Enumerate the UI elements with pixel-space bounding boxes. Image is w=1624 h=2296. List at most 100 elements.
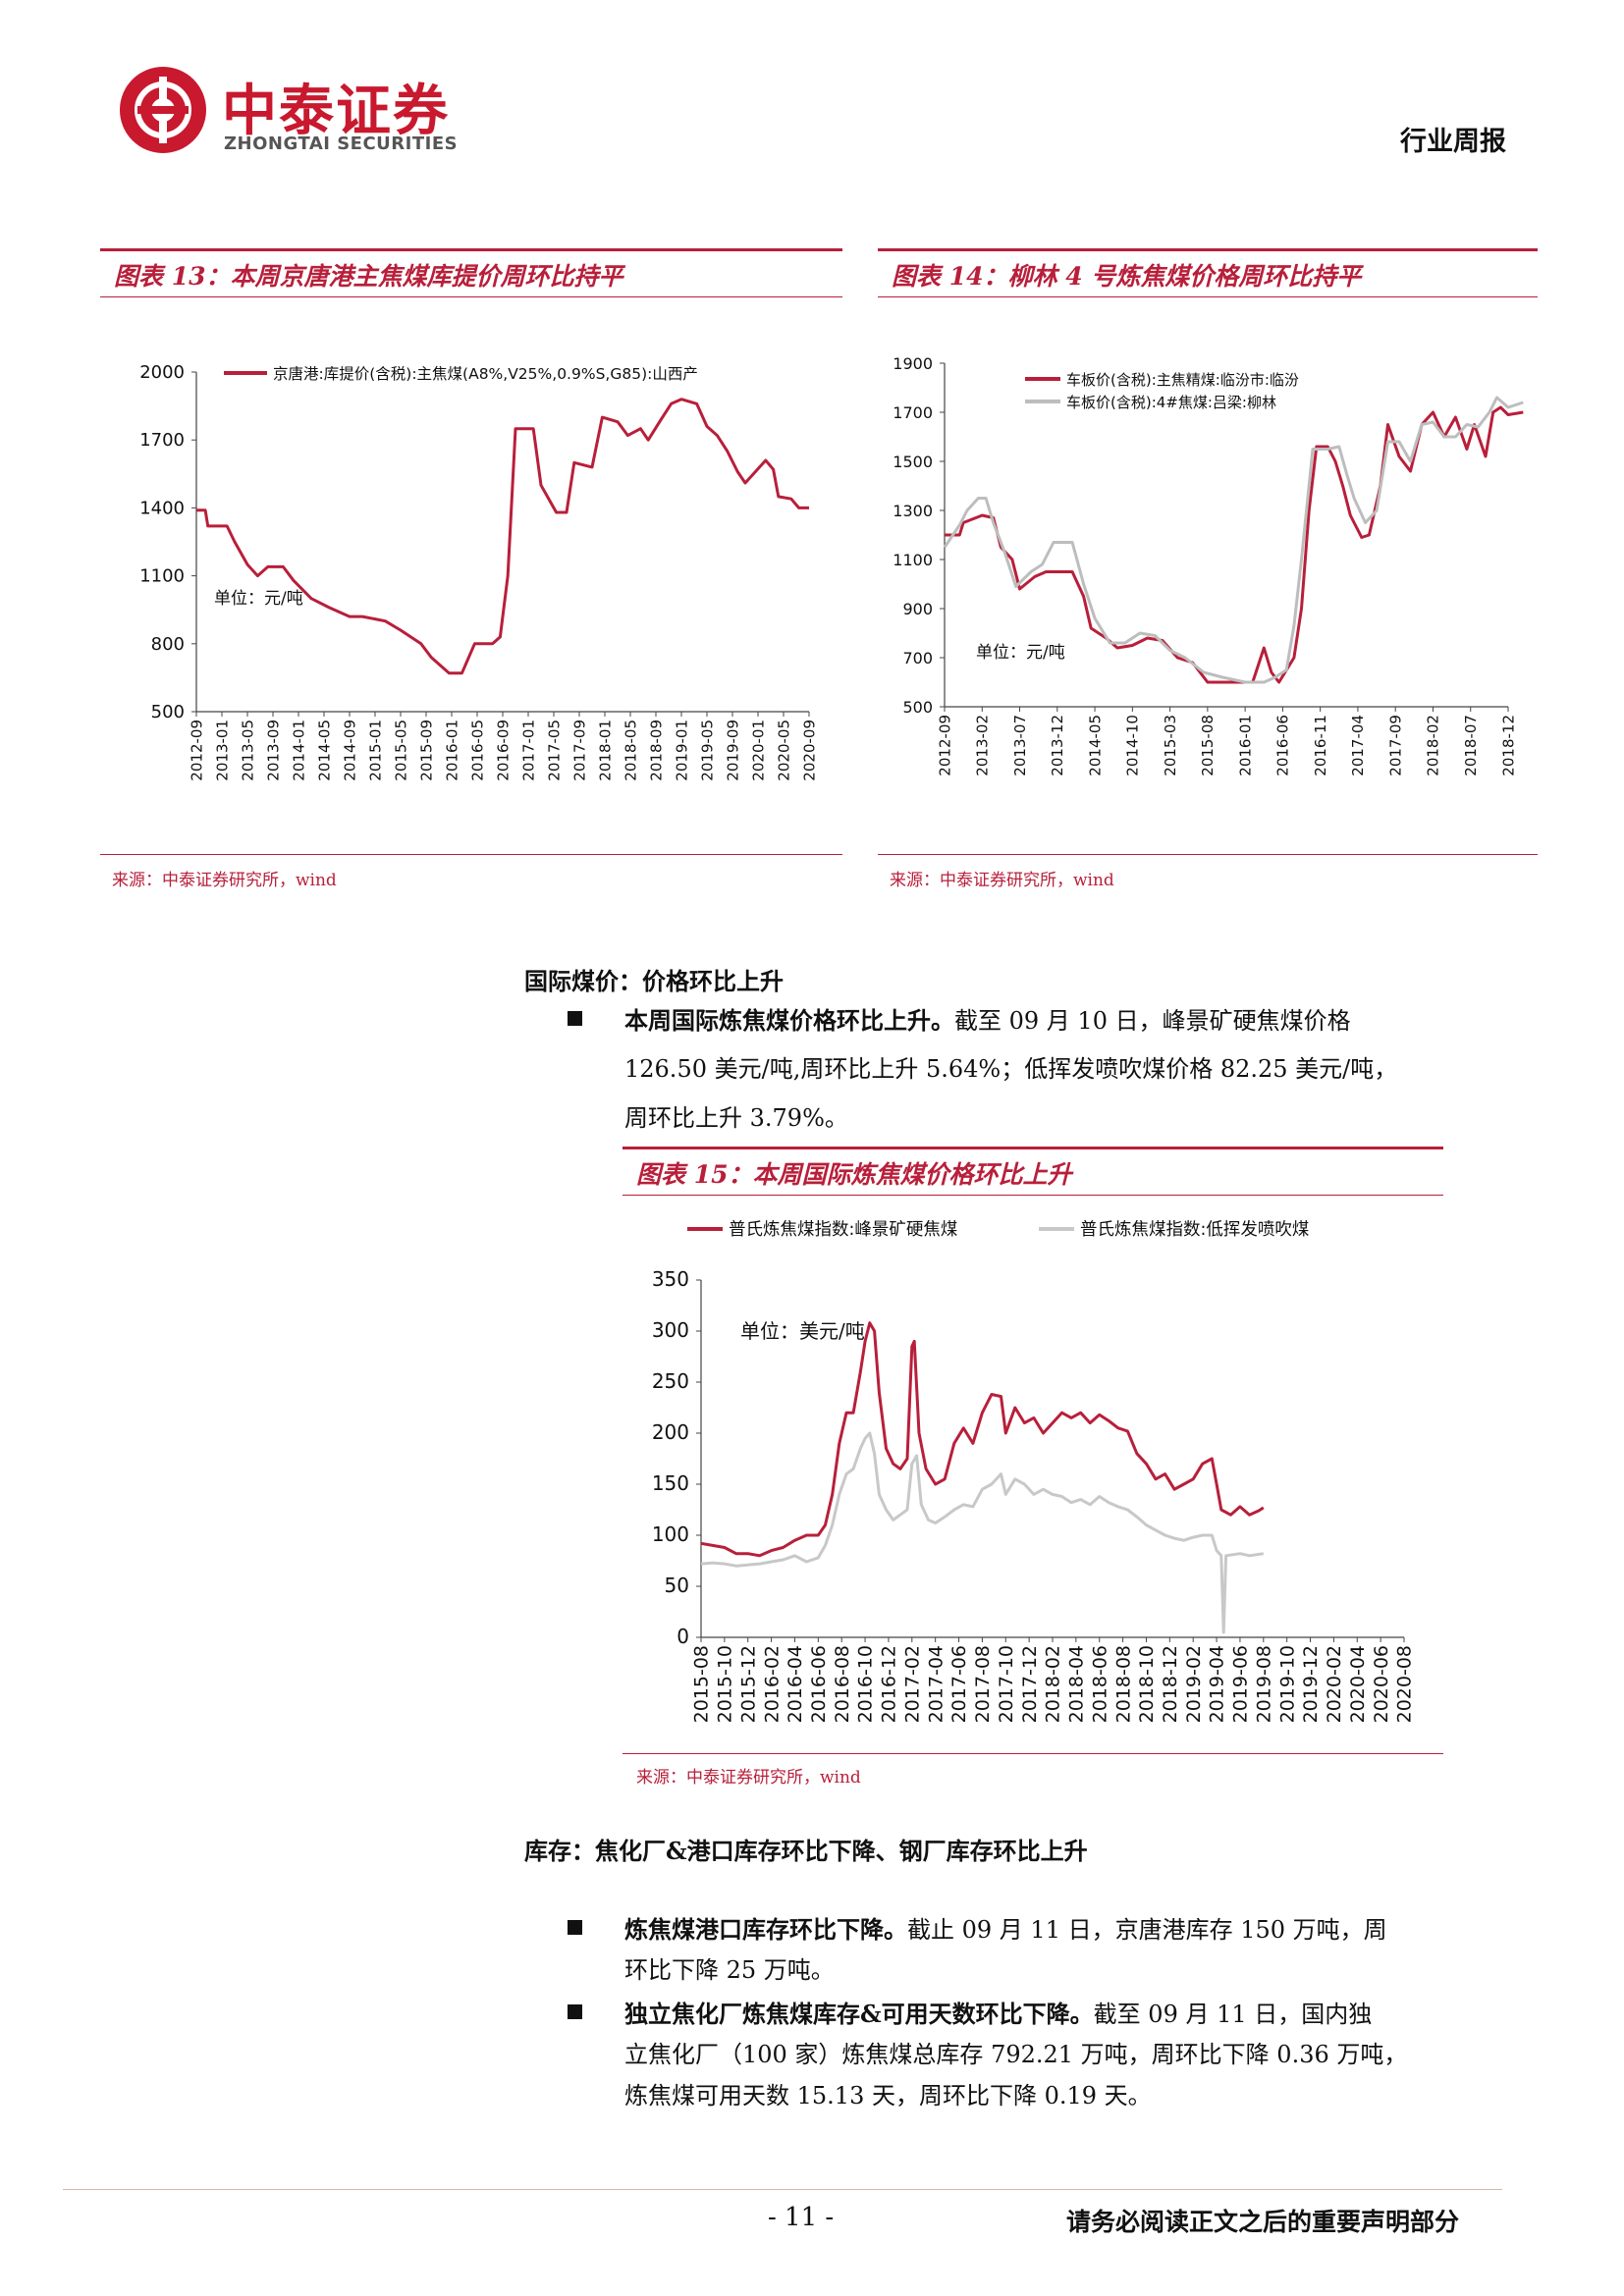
fig15-y-tick-label: 150 [652,1471,689,1495]
fig15-x-tick-label: 2017-08 [972,1645,994,1723]
fig15-legend-label-1: 普氏炼焦煤指数:峰景矿硬焦煤 [729,1220,957,1240]
fig13-source: 来源：中泰证券研究所，wind [112,871,337,890]
stock-b1-line2: 环比下降 25 万吨。 [624,1956,835,1984]
fig14-x-tick-label: 2017-09 [1386,715,1404,776]
fig15-x-tick-label: 2018-10 [1136,1645,1158,1723]
fig15-x-tick-label: 2018-02 [1043,1645,1064,1723]
fig15-x-tick-label: 2019-04 [1207,1645,1228,1723]
section-intl-heading: 国际煤价：价格环比上升 [524,967,784,995]
stock-b2-line3: 炼焦煤可用天数 15.13 天，周环比下降 0.19 天。 [624,2082,1152,2109]
page-number: - 11 - [768,2203,835,2232]
fig14-x-tick-label: 2015-03 [1162,715,1179,776]
fig14-y-tick-label: 1500 [893,453,933,471]
fig15-source-line [623,1753,1443,1754]
fig13-x-tick-label: 2013-01 [213,720,231,781]
bullet-square-icon [568,1011,582,1026]
fig15-x-tick-label: 2017-02 [901,1645,923,1723]
fig15-x-tick-label: 2018-06 [1089,1645,1110,1723]
fig15-x-tick-label: 2020-08 [1394,1645,1416,1723]
fig13-y-tick-label: 1400 [139,498,185,518]
fig13-x-tick-label: 2020-09 [800,720,818,781]
fig14-source: 来源：中泰证券研究所，wind [890,871,1114,890]
fig14-y-tick-label: 900 [902,600,933,618]
fig15-x-tick-label: 2017-10 [996,1645,1017,1723]
fig15-x-tick-label: 2020-04 [1347,1645,1369,1723]
fig15-x-tick-label: 2019-02 [1183,1645,1205,1723]
fig14-y-tick-label: 1900 [893,354,933,373]
bullet-square-icon [568,2004,582,2019]
fig13-y-tick-label: 1100 [139,566,185,587]
fig15-x-tick-label: 2019-08 [1253,1645,1274,1723]
fig15-y-tick-label: 50 [665,1574,689,1597]
fig14-legend-label-1: 车板价(含税):主焦精煤:临汾市:临汾 [1066,371,1299,389]
fig13-x-tick-label: 2013-09 [264,720,282,781]
fig14-y-tick-label: 500 [902,698,933,717]
fig15-x-tick-label: 2018-04 [1066,1645,1088,1723]
fig15-chart: 0 50 100 150 200 250 300 350 2015-08 2015-10 2015-… [652,1220,1416,1723]
fig13-series-line-1 [196,398,809,675]
fig15-series-line-1 [700,1321,1265,1558]
fig14-unit-label: 单位：元/吨 [976,643,1065,663]
brand-en: ZHONGTAI SECURITIES [224,133,459,154]
fig15-y-tick-label: 100 [652,1522,689,1546]
fig15-x-tick-label: 2015-10 [715,1645,736,1723]
fig15-x-tick-label: 2017-12 [1019,1645,1041,1723]
fig14-x-tick-label: 2018-02 [1425,715,1442,776]
fig15-series-line-2 [700,1431,1265,1634]
intl-bullet-rest: 截至 09 月 10 日，峰景矿硬焦煤价格 [954,1007,1351,1035]
fig14-header: 图表 14：柳林 4 号炼焦煤价格周环比持平 [878,248,1538,297]
fig15-x-tick-label: 2019-12 [1300,1645,1322,1723]
fig13-header: 图表 13：本周京唐港主焦煤库提价周环比持平 [100,248,842,297]
fig13-y-tick-label: 2000 [139,362,185,383]
fig14-series-line-1 [945,405,1524,684]
fig13-x-tick-label: 2019-05 [698,720,716,781]
fig15-x-tick-label: 2016-02 [761,1645,783,1723]
fig15-x-tick-label: 2019-10 [1276,1645,1298,1723]
fig13-x-tick-label: 2016-09 [494,720,512,781]
fig14-x-tick-label: 2018-07 [1462,715,1480,776]
fig13-x-tick-label: 2015-01 [366,720,384,781]
fig13-chart: 500 800 1100 1400 1700 2000 2012-09 2013-01 2013… [139,362,818,781]
logo-mark-icon [120,67,206,153]
fig13-x-tick-label: 2013-05 [239,720,256,781]
fig15-y-tick-label: 250 [652,1369,689,1393]
fig14-x-tick-label: 2014-10 [1124,715,1142,776]
fig14-x-tick-label: 2012-09 [936,715,953,776]
fig15-x-tick-label: 2016-06 [808,1645,830,1723]
fig15-y-tick-label: 200 [652,1420,689,1444]
fig13-x-tick-label: 2016-05 [468,720,486,781]
fig15-x-tick-label: 2016-08 [832,1645,853,1723]
fig13-x-tick-label: 2017-09 [570,720,588,781]
fig13-x-tick-label: 2018-05 [622,720,639,781]
fig13-unit-label: 单位：元/吨 [214,589,303,609]
fig15-y-tick-label: 350 [652,1267,689,1291]
intl-bullet-bold: 本周国际炼焦煤价格环比上升。 [624,1006,954,1035]
fig13-x-tick-label: 2015-09 [417,720,435,781]
fig14-x-tick-label: 2013-07 [1011,715,1029,776]
intl-bullet-line1: 本周国际炼焦煤价格环比上升。截至 09 月 10 日，峰景矿硬焦煤价格 [624,995,1351,1046]
fig15-y-tick-label: 300 [652,1318,689,1342]
fig14-y-tick-label: 1300 [893,502,933,520]
fig13-x-tick-label: 2016-01 [443,720,460,781]
fig15-title: 图表 15：本周国际炼焦煤价格环比上升 [636,1160,1072,1189]
fig13-x-tick-label: 2019-01 [673,720,690,781]
fig13-x-tick-label: 2018-09 [647,720,665,781]
fig13-x-tick-label: 2012-09 [188,720,205,781]
intl-bullet-line3: 周环比上升 3.79%。 [624,1104,848,1132]
fig15-legend-label-2: 普氏炼焦煤指数:低挥发喷吹煤 [1080,1220,1309,1240]
stock-b1-rest: 截止 09 月 11 日，京唐港库存 150 万吨，周 [907,1916,1387,1944]
fig15-x-tick-label: 2018-12 [1160,1645,1181,1723]
fig13-x-tick-label: 2015-05 [392,720,409,781]
fig13-title: 图表 13：本周京唐港主焦煤库提价周环比持平 [114,262,623,291]
footer-notice: 请务必阅读正文之后的重要声明部分 [1066,2208,1460,2236]
fig15-x-tick-label: 2015-08 [691,1645,713,1723]
fig14-x-tick-label: 2013-12 [1049,715,1066,776]
fig15-x-tick-label: 2017-04 [925,1645,947,1723]
footer-rule [63,2189,1502,2190]
fig15-x-tick-label: 2018-08 [1112,1645,1134,1723]
fig13-x-tick-label: 2020-05 [775,720,792,781]
fig14-legend-label-2: 车板价(含税):4#焦煤:吕梁:柳林 [1066,394,1276,411]
fig14-x-tick-label: 2018-12 [1499,715,1517,776]
stock-b2-line1: 独立焦化厂炼焦煤库存&可用天数环比下降。截至 09 月 11 日，国内独 [624,1989,1372,2040]
fig15-x-tick-label: 2015-12 [737,1645,759,1723]
